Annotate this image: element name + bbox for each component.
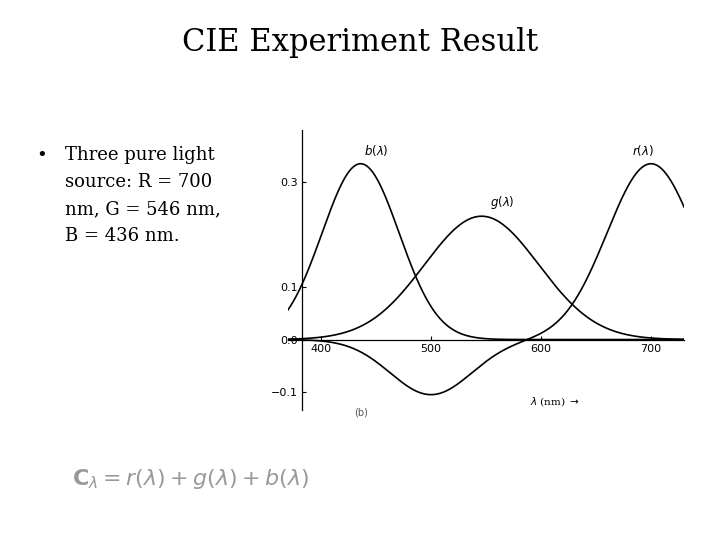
Text: $g(\lambda)$: $g(\lambda)$ — [490, 194, 515, 211]
Text: Three pure light
source: R = 700
nm, G = 546 nm,
B = 436 nm.: Three pure light source: R = 700 nm, G =… — [65, 146, 220, 245]
Text: $\mathbf{C}_{\lambda} = r(\lambda) + g(\lambda) + b(\lambda)$: $\mathbf{C}_{\lambda} = r(\lambda) + g(\… — [72, 468, 310, 491]
Text: $\lambda$ (nm) $\rightarrow$: $\lambda$ (nm) $\rightarrow$ — [530, 395, 580, 408]
Text: •: • — [36, 146, 47, 164]
Text: $b(\lambda)$: $b(\lambda)$ — [364, 144, 388, 158]
Text: $r(\lambda)$: $r(\lambda)$ — [632, 144, 654, 158]
Text: CIE Experiment Result: CIE Experiment Result — [182, 27, 538, 58]
Text: (b): (b) — [354, 408, 367, 418]
